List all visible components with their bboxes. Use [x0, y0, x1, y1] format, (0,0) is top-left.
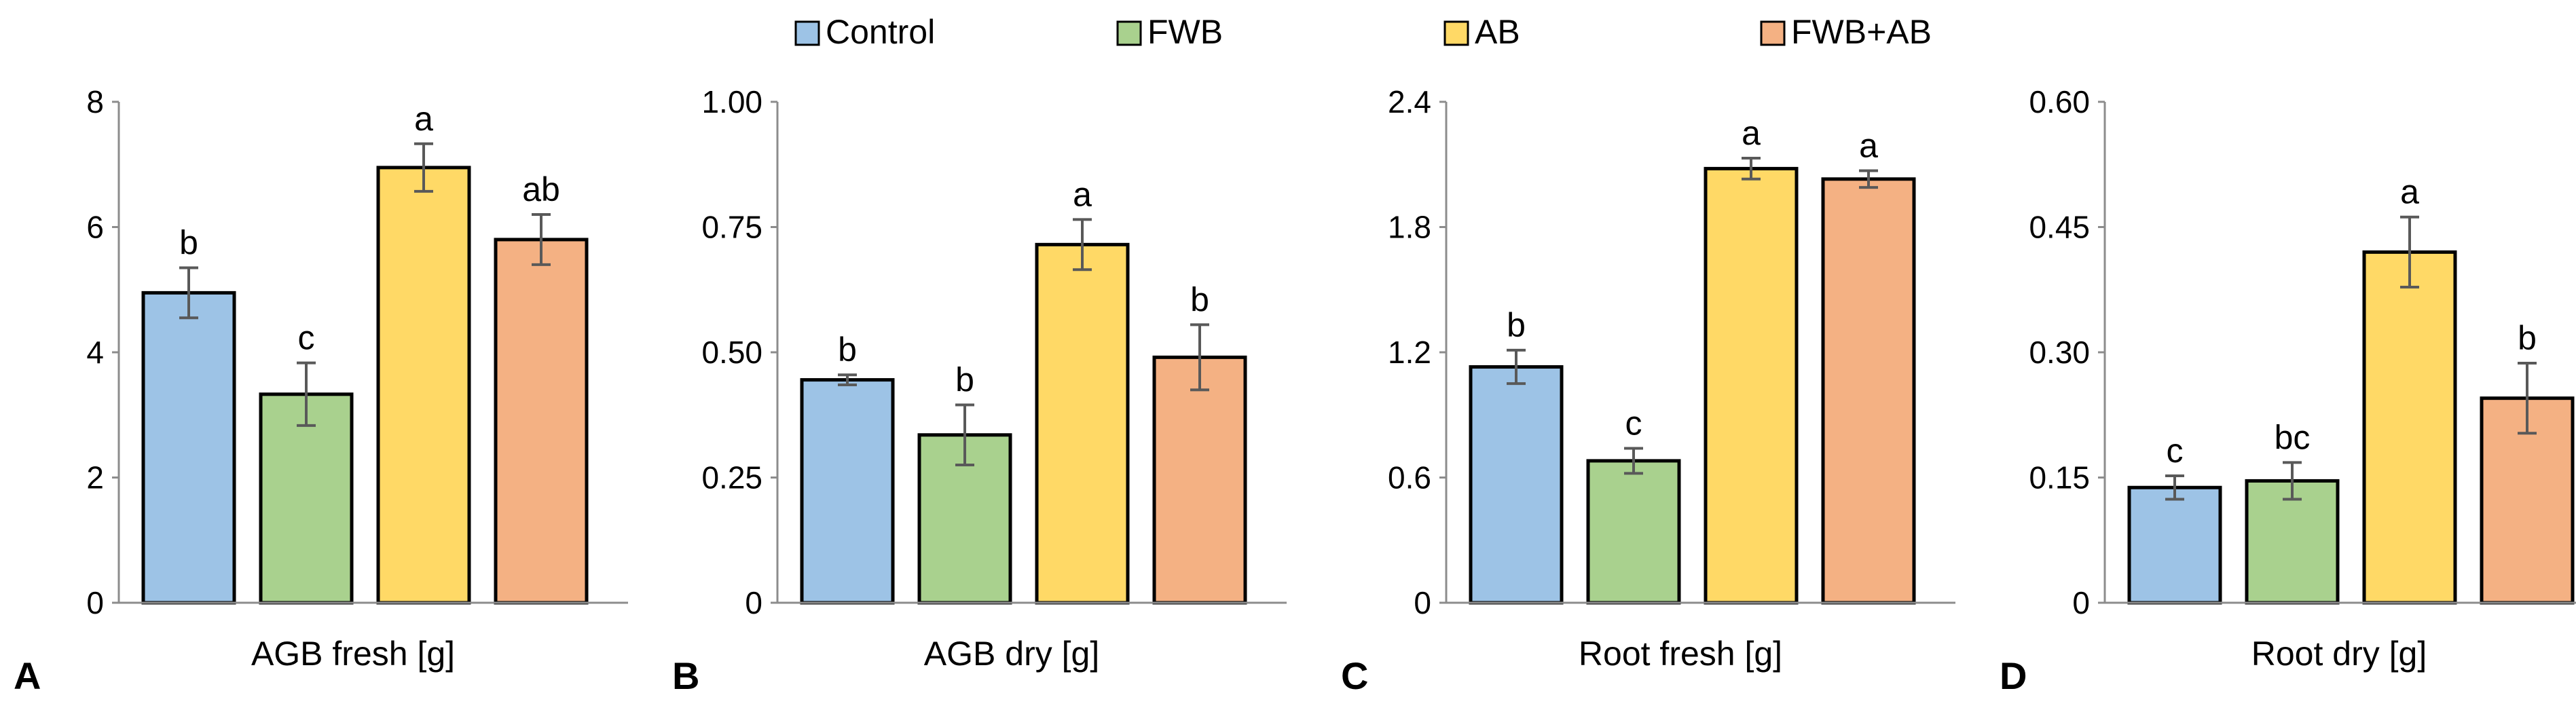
y-tick-label: 1.8	[1388, 210, 1431, 245]
y-tick-label: 2.4	[1388, 84, 1431, 119]
significance-letter: b	[2518, 319, 2537, 357]
error-bar	[2400, 215, 2419, 289]
error-bar	[838, 373, 857, 386]
bar-ab	[2362, 250, 2457, 605]
legend-entry: Control	[794, 13, 935, 51]
bar-control	[141, 291, 236, 605]
error-bar	[1742, 157, 1761, 181]
legend-entry: AB	[1443, 13, 1520, 51]
significance-letter: b	[179, 223, 198, 261]
error-bar	[1859, 169, 1878, 189]
chart-panel-d: 0 0.15 0.30 0.45 0.60 c bc a b Root dry [g] D	[2000, 84, 2576, 697]
legend: Control FWB AB FWB+AB	[794, 13, 1932, 51]
significance-letter: b	[838, 331, 857, 369]
bar-control	[800, 378, 895, 605]
bar-fwb	[259, 392, 354, 605]
panel-letter: D	[2000, 654, 2027, 697]
y-tick-label: 0.30	[2029, 335, 2090, 370]
significance-letter: a	[1073, 175, 1092, 213]
panel-letter: A	[14, 654, 41, 697]
y-tick-label: 0.45	[2029, 210, 2090, 245]
error-bar	[1190, 323, 1209, 392]
significance-letter: a	[414, 100, 433, 138]
y-tick-label: 1.2	[1388, 335, 1431, 370]
y-tick-label: 8	[86, 84, 104, 119]
significance-letter: bc	[2275, 418, 2311, 456]
bar-fwb	[2245, 479, 2340, 605]
error-bar	[955, 403, 974, 467]
error-bar	[1507, 348, 1526, 386]
panel-letter: C	[1341, 654, 1368, 697]
legend-swatch	[1116, 20, 1142, 46]
significance-letter: c	[1625, 404, 1642, 442]
error-bar	[414, 142, 433, 193]
bar-fwb-ab	[1152, 355, 1247, 605]
x-axis-title: Root fresh [g]	[1579, 635, 1782, 673]
significance-letter: a	[2400, 173, 2419, 211]
bar-ab	[376, 166, 471, 605]
x-axis-title: Root dry [g]	[2251, 635, 2427, 673]
x-axis-title: AGB dry [g]	[924, 635, 1099, 673]
y-tick-label: 0.25	[701, 460, 762, 496]
error-bar	[1073, 218, 1092, 272]
significance-letter: c	[298, 319, 315, 357]
y-tick-label: 2	[86, 460, 104, 496]
bar-ab	[1704, 166, 1799, 605]
error-bar	[532, 213, 551, 266]
error-bar	[2518, 361, 2537, 435]
chart-panel-c: 0 0.6 1.2 1.8 2.4 b c a a Root fresh [g] C	[1341, 84, 1955, 697]
panel-letter: B	[672, 654, 699, 697]
legend-entry: FWB+AB	[1760, 13, 1932, 51]
significance-letter: a	[1859, 126, 1878, 164]
x-axis-title: AGB fresh [g]	[251, 635, 455, 673]
y-tick-label: 0.60	[2029, 84, 2090, 119]
y-tick-label: 0	[2072, 585, 2090, 620]
bar-fwb-ab	[494, 238, 589, 605]
legend-label: FWB+AB	[1791, 13, 1932, 51]
legend-swatch	[1760, 20, 1786, 46]
y-tick-label: 4	[86, 335, 104, 370]
significance-letter: ab	[522, 170, 560, 208]
bar-control	[2127, 485, 2222, 605]
legend-label: AB	[1475, 13, 1520, 51]
significance-letter: c	[2167, 432, 2184, 470]
legend-entry: FWB	[1116, 13, 1223, 51]
y-tick-label: 0	[745, 585, 762, 620]
error-bar	[179, 266, 198, 320]
y-tick-label: 0	[86, 585, 104, 620]
significance-letter: b	[1190, 280, 1209, 318]
significance-letter: a	[1742, 114, 1761, 152]
y-tick-label: 0.6	[1388, 460, 1431, 496]
error-bar	[2283, 461, 2302, 501]
y-tick-label: 0	[1414, 585, 1431, 620]
error-bar	[1624, 447, 1643, 475]
legend-swatch	[1443, 20, 1469, 46]
significance-letter: b	[955, 360, 974, 398]
y-tick-label: 1.00	[701, 84, 762, 119]
bar-fwb-ab	[1821, 177, 1916, 605]
y-tick-label: 6	[86, 210, 104, 245]
error-bar	[2165, 474, 2184, 501]
chart-panel-b: 0 0.25 0.50 0.75 1.00 b b a b AGB dry [g] B	[672, 84, 1287, 697]
legend-swatch	[794, 20, 820, 46]
chart-panel-a: 0 2 4 6 8 b c a ab AGB fresh [g] A	[14, 84, 628, 697]
bar-ab	[1035, 242, 1130, 605]
y-tick-label: 0.75	[701, 210, 762, 245]
significance-letter: b	[1507, 306, 1526, 344]
error-bar	[297, 361, 316, 427]
bar-fwb	[1586, 459, 1681, 605]
y-tick-label: 0.15	[2029, 460, 2090, 496]
legend-label: FWB	[1147, 13, 1223, 51]
bar-control	[1469, 365, 1564, 605]
y-tick-label: 0.50	[701, 335, 762, 370]
legend-label: Control	[826, 13, 935, 51]
